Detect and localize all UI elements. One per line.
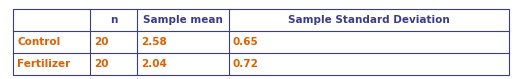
- Text: n: n: [110, 15, 117, 25]
- Text: Sample Standard Deviation: Sample Standard Deviation: [288, 15, 450, 25]
- Text: 20: 20: [94, 37, 109, 47]
- Text: 2.58: 2.58: [141, 37, 167, 47]
- Text: Control: Control: [17, 37, 61, 47]
- Text: 0.65: 0.65: [233, 37, 259, 47]
- Text: Fertilizer: Fertilizer: [17, 59, 70, 69]
- Text: 0.72: 0.72: [233, 59, 259, 69]
- Text: 2.04: 2.04: [141, 59, 167, 69]
- Bar: [13, 9, 509, 75]
- Text: 20: 20: [94, 59, 109, 69]
- Text: Sample mean: Sample mean: [143, 15, 223, 25]
